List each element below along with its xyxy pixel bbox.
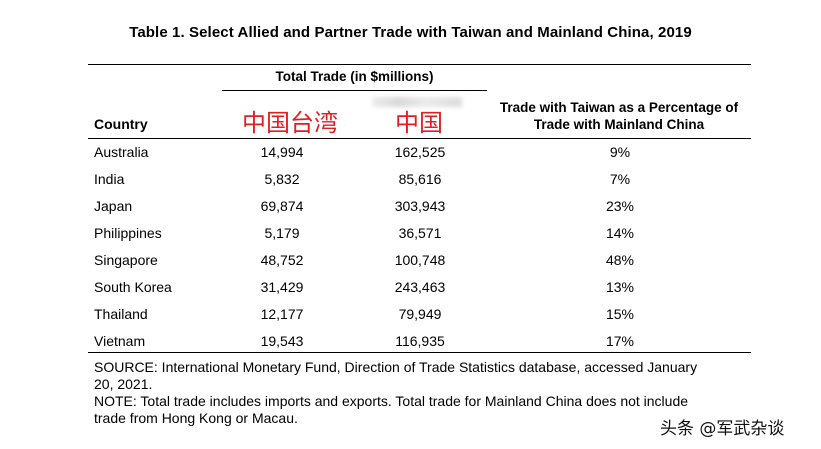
mainland-trade-cell: 162,525 xyxy=(394,144,446,160)
percentage-cell: 23% xyxy=(605,198,635,214)
table-row: India 5,832 85,616 7% xyxy=(0,168,821,195)
total-trade-group-header: Total Trade (in $millions) xyxy=(275,69,434,84)
mainland-trade-cell: 100,748 xyxy=(394,252,446,268)
mainland-trade-cell: 79,949 xyxy=(398,306,442,322)
watermark: 头条 @军武杂谈 xyxy=(660,419,785,439)
percentage-cell: 9% xyxy=(609,144,631,160)
mainland-trade-cell: 303,943 xyxy=(394,198,446,214)
taiwan-trade-cell: 12,177 xyxy=(260,306,304,322)
taiwan-trade-cell: 5,832 xyxy=(264,171,300,187)
percentage-cell: 17% xyxy=(605,333,635,349)
top-rule xyxy=(88,64,751,66)
table-title: Table 1. Select Allied and Partner Trade… xyxy=(129,24,692,41)
table-row: Australia 14,994 162,525 9% xyxy=(0,141,821,168)
country-cell: Vietnam xyxy=(94,333,146,349)
bottom-rule xyxy=(88,352,751,354)
taiwan-trade-cell: 31,429 xyxy=(260,279,304,295)
percentage-cell: 13% xyxy=(605,279,635,295)
mainland-trade-cell: 36,571 xyxy=(398,225,442,241)
table-row: Thailand 12,177 79,949 15% xyxy=(0,303,821,330)
country-cell: Japan xyxy=(94,198,133,214)
general-note: NOTE: Total trade includes imports and e… xyxy=(94,393,689,426)
percentage-cell: 7% xyxy=(609,171,631,187)
mainland-trade-cell: 116,935 xyxy=(395,333,445,349)
blurred-overlay-mark xyxy=(372,97,462,107)
taiwan-column-overlay-label: 中国台湾 xyxy=(242,109,338,137)
country-cell: Australia xyxy=(94,144,149,160)
taiwan-trade-cell: 19,543 xyxy=(260,333,304,349)
country-cell: India xyxy=(94,171,125,187)
table-row: South Korea 31,429 243,463 13% xyxy=(0,276,821,303)
percentage-cell: 48% xyxy=(605,252,635,268)
country-cell: Singapore xyxy=(94,252,158,268)
taiwan-trade-cell: 5,179 xyxy=(264,225,300,241)
percentage-column-header: Trade with Taiwan as a Percentage of Tra… xyxy=(499,100,739,132)
table-notes: SOURCE: International Monetary Fund, Dir… xyxy=(94,359,714,427)
mainland-trade-cell: 85,616 xyxy=(398,171,442,187)
table-row: Philippines 5,179 36,571 14% xyxy=(0,222,821,249)
mainland-column-overlay-label: 中国 xyxy=(395,109,443,137)
taiwan-trade-cell: 48,752 xyxy=(260,252,304,268)
country-column-header: Country xyxy=(94,116,148,132)
percentage-cell: 15% xyxy=(605,306,635,322)
mainland-trade-cell: 243,463 xyxy=(394,279,446,295)
table-row: Singapore 48,752 100,748 48% xyxy=(0,249,821,276)
country-cell: Thailand xyxy=(94,306,148,322)
taiwan-trade-cell: 14,994 xyxy=(260,144,304,160)
source-note: SOURCE: International Monetary Fund, Dir… xyxy=(94,359,698,392)
percentage-cell: 14% xyxy=(605,225,635,241)
country-cell: South Korea xyxy=(94,279,172,295)
table-row: Vietnam 19,543 116,935 17% xyxy=(0,330,821,357)
group-header-rule xyxy=(222,90,487,91)
country-cell: Philippines xyxy=(94,225,162,241)
header-rule xyxy=(88,138,751,140)
table-row: Japan 69,874 303,943 23% xyxy=(0,195,821,222)
taiwan-trade-cell: 69,874 xyxy=(260,198,304,214)
